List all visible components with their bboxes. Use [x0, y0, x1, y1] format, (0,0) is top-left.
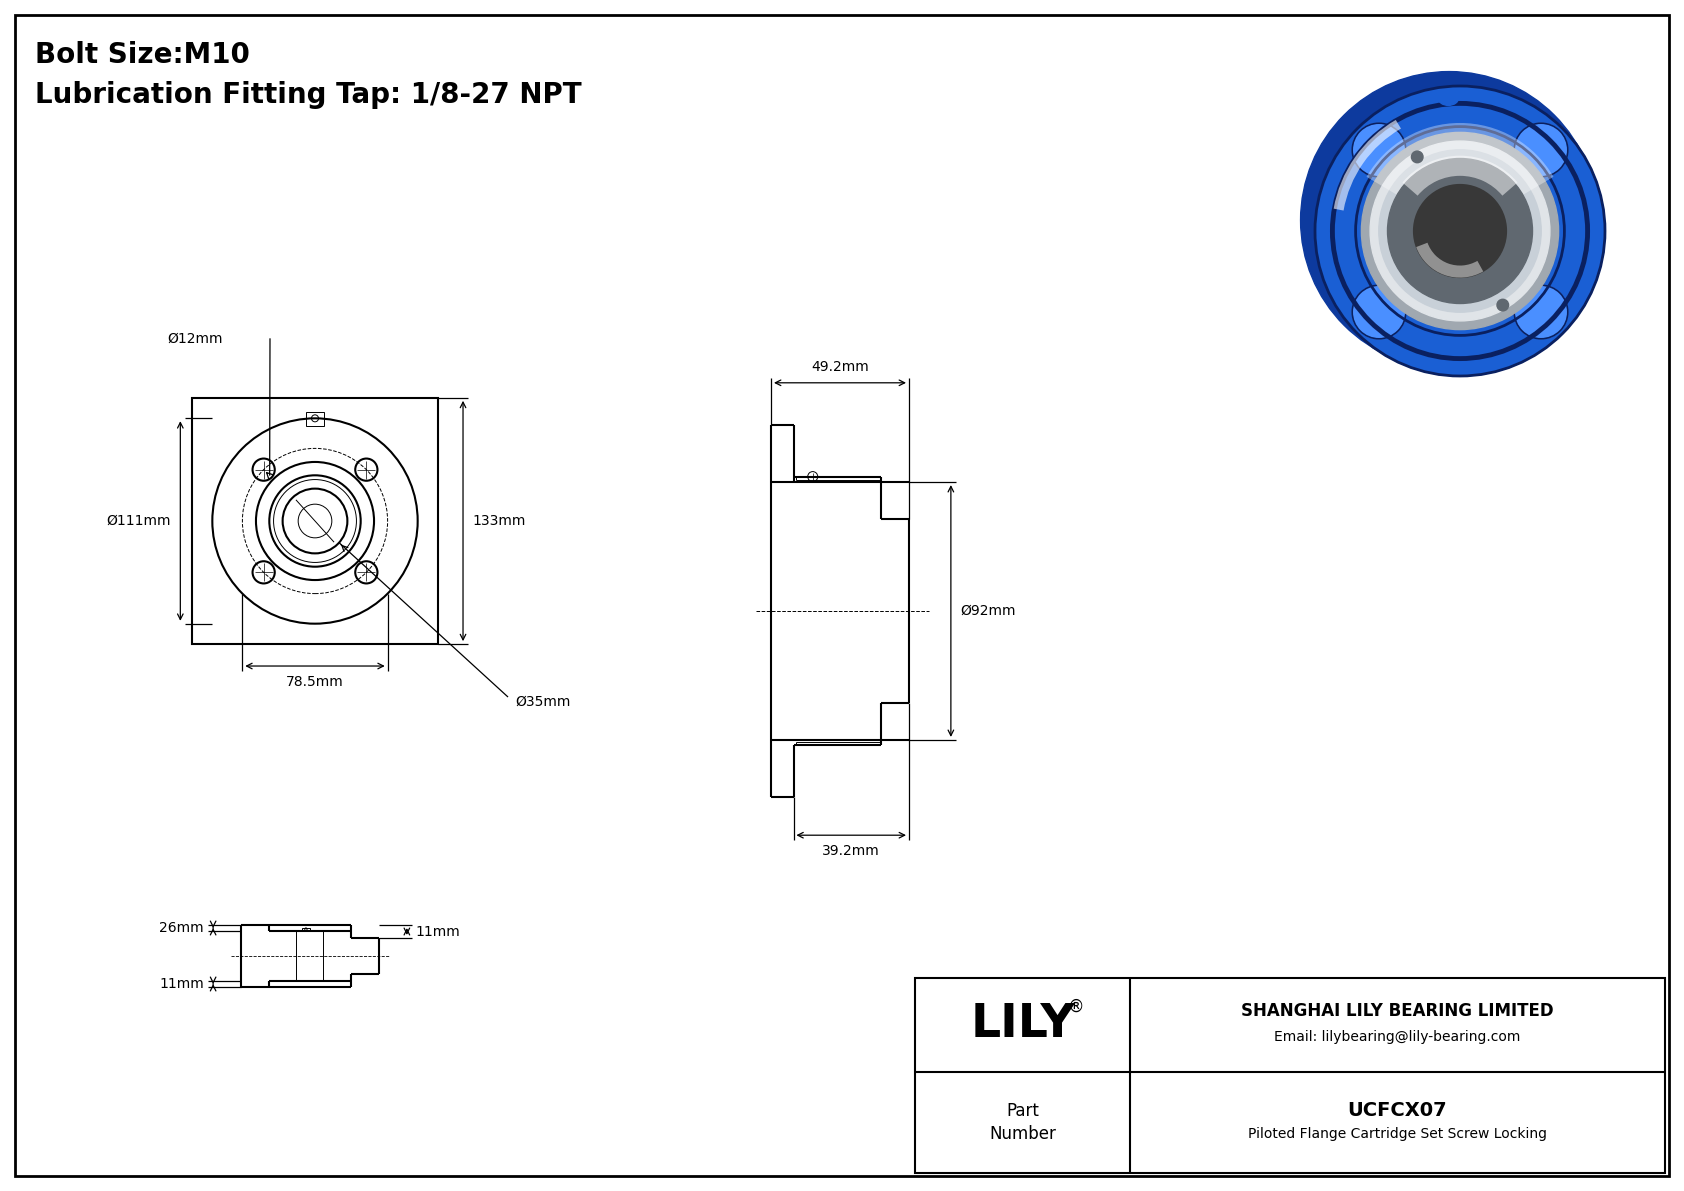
Circle shape [1514, 123, 1568, 176]
Circle shape [1344, 114, 1399, 172]
Ellipse shape [1438, 91, 1458, 105]
Text: 26mm: 26mm [160, 921, 204, 935]
Circle shape [1411, 151, 1423, 163]
Circle shape [1497, 299, 1509, 311]
Circle shape [1505, 276, 1563, 333]
Text: Lubrication Fitting Tap: 1/8-27 NPT: Lubrication Fitting Tap: 1/8-27 NPT [35, 81, 581, 110]
Circle shape [1352, 123, 1406, 176]
Text: 11mm: 11mm [416, 924, 461, 939]
Circle shape [1352, 285, 1406, 338]
Circle shape [1361, 132, 1559, 330]
Text: 78.5mm: 78.5mm [286, 675, 344, 690]
Circle shape [1379, 150, 1541, 312]
Text: ®: ® [1068, 998, 1084, 1016]
Circle shape [1505, 114, 1563, 172]
Text: 133mm: 133mm [472, 515, 525, 528]
Text: UCFCX07: UCFCX07 [1347, 1100, 1447, 1120]
Text: Ø111mm: Ø111mm [106, 515, 172, 528]
Ellipse shape [1300, 71, 1598, 369]
Bar [306, 412, 323, 426]
Text: 39.2mm: 39.2mm [822, 844, 881, 859]
Circle shape [1344, 276, 1399, 333]
Bar [301, 928, 310, 931]
Text: Ø35mm: Ø35mm [515, 696, 571, 709]
Text: Bolt Size:M10: Bolt Size:M10 [35, 40, 249, 69]
Text: SHANGHAI LILY BEARING LIMITED: SHANGHAI LILY BEARING LIMITED [1241, 1002, 1554, 1019]
Ellipse shape [1315, 86, 1605, 376]
Text: Piloted Flange Cartridge Set Screw Locking: Piloted Flange Cartridge Set Screw Locki… [1248, 1128, 1548, 1141]
Circle shape [1388, 158, 1532, 304]
Bar [914, 978, 1665, 1173]
Text: Ø12mm: Ø12mm [167, 331, 222, 345]
Text: Email: lilybearing@lily-bearing.com: Email: lilybearing@lily-bearing.com [1275, 1030, 1521, 1043]
Circle shape [1413, 185, 1507, 278]
Bar [192, 398, 438, 644]
Circle shape [1371, 141, 1549, 320]
Text: Part
Number: Part Number [989, 1102, 1056, 1143]
Text: 11mm: 11mm [160, 977, 204, 991]
Text: 49.2mm: 49.2mm [812, 360, 869, 374]
Text: LILY: LILY [970, 1003, 1074, 1047]
Text: Ø92mm: Ø92mm [960, 604, 1015, 618]
Circle shape [1514, 285, 1568, 338]
